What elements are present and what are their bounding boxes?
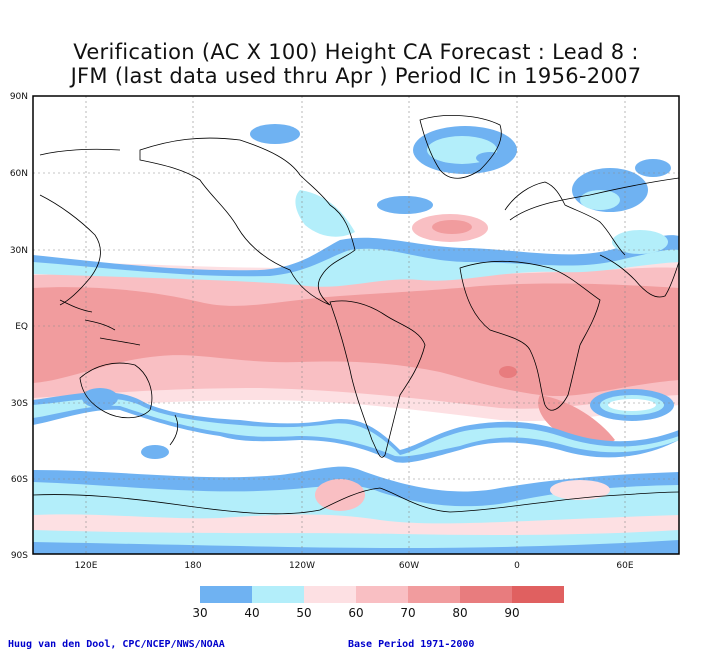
colorbar-swatch bbox=[200, 586, 252, 603]
siberia-blue bbox=[635, 159, 671, 177]
coast-australia bbox=[79, 362, 153, 419]
lat-label: 90N bbox=[10, 92, 28, 102]
colorbar-labels: 30 40 50 60 70 80 90 bbox=[192, 606, 519, 620]
map-title-line-1: Verification (AC X 100) Height CA Foreca… bbox=[73, 40, 639, 64]
tropical-band-70 bbox=[33, 283, 679, 397]
colorbar-swatch bbox=[512, 586, 564, 603]
greenland-core bbox=[476, 152, 504, 164]
gridlines bbox=[33, 96, 679, 554]
colorbar-tick-label: 90 bbox=[504, 606, 519, 620]
coast-antarctica bbox=[33, 487, 679, 515]
lat-label: EQ bbox=[15, 322, 28, 332]
lat-label: 60N bbox=[10, 169, 28, 179]
sh-band-40-west bbox=[33, 398, 679, 457]
colorbar bbox=[200, 586, 564, 603]
shaded-field bbox=[33, 124, 679, 554]
lon-label: 60W bbox=[399, 561, 419, 571]
africa-high-corr bbox=[499, 366, 517, 378]
colorbar-tick-label: 50 bbox=[296, 606, 311, 620]
coast-new-zealand bbox=[169, 414, 179, 446]
s-pacific-pos bbox=[315, 479, 365, 511]
lat-label: 30S bbox=[11, 399, 28, 409]
coast-south-america bbox=[329, 300, 426, 458]
indian-ocean-ring-white bbox=[608, 399, 656, 411]
colorbar-tick-label: 70 bbox=[400, 606, 415, 620]
lon-label: 0 bbox=[514, 561, 520, 571]
base-period-text: Base Period 1971-2000 bbox=[348, 639, 475, 650]
colorbar-swatch bbox=[408, 586, 460, 603]
lat-label: 30N bbox=[10, 246, 28, 256]
map-frame bbox=[32, 95, 680, 555]
colorbar-tick-label: 60 bbox=[348, 606, 363, 620]
lat-label: 60S bbox=[11, 475, 28, 485]
colorbar-swatch bbox=[252, 586, 304, 603]
se-asia-blue bbox=[612, 230, 668, 254]
n-america-east-blue bbox=[295, 190, 355, 237]
coast-africa bbox=[459, 260, 601, 411]
coast-greenland bbox=[419, 115, 502, 179]
australia-blue bbox=[82, 388, 118, 408]
atlantic-pos-patch-core bbox=[432, 220, 472, 234]
colorbar-tick-label: 80 bbox=[452, 606, 467, 620]
s-atlantic-pos bbox=[550, 480, 610, 500]
arctic-blue-1 bbox=[250, 124, 300, 144]
coast-maritime-continent bbox=[59, 299, 141, 346]
tasman-blue bbox=[141, 445, 169, 459]
colorbar-swatch bbox=[304, 586, 356, 603]
coast-europe bbox=[504, 181, 626, 256]
lon-label: 180 bbox=[184, 561, 201, 571]
colorbar-swatch bbox=[356, 586, 408, 603]
map-title-line-2: JFM (last data used thru Apr ) Period IC… bbox=[70, 64, 642, 88]
lon-label: 120E bbox=[75, 561, 98, 571]
coast-eurasia bbox=[39, 148, 679, 306]
lat-label: 90S bbox=[11, 551, 28, 561]
antarctic-pos bbox=[33, 514, 679, 535]
nh-band-40 bbox=[33, 248, 679, 287]
colorbar-tick-label: 30 bbox=[192, 606, 207, 620]
longitude-labels: 120E 180 120W 60W 0 60E bbox=[75, 561, 634, 571]
lon-label: 60E bbox=[616, 561, 633, 571]
latitude-labels: 90N 60N 30N EQ 30S 60S 90S bbox=[10, 92, 28, 561]
lon-label: 120W bbox=[289, 561, 315, 571]
coast-north-america bbox=[139, 137, 356, 306]
coast-arabia-india bbox=[599, 254, 679, 298]
colorbar-tick-label: 40 bbox=[244, 606, 259, 620]
credit-text: Huug van den Dool, CPC/NCEP/NWS/NOAA bbox=[8, 639, 225, 650]
colorbar-swatch bbox=[460, 586, 512, 603]
n-atlantic-blue bbox=[377, 196, 433, 214]
coastlines bbox=[33, 115, 679, 515]
